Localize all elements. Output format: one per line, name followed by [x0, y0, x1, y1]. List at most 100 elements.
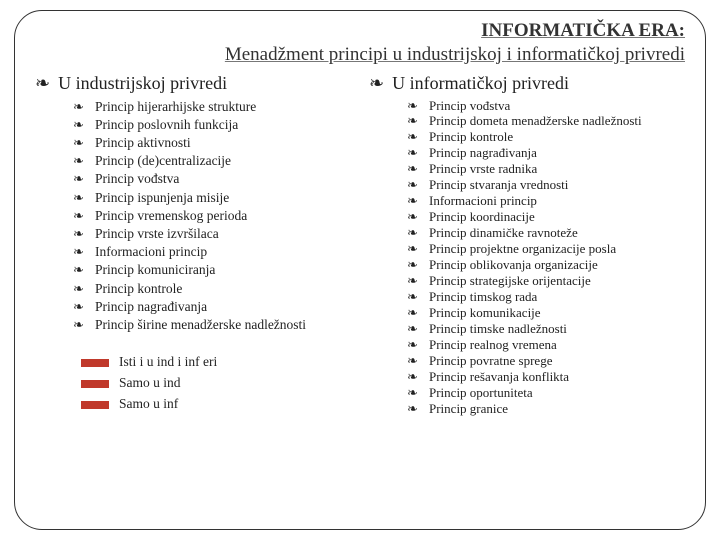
list-item-label: Princip dinamičke ravnoteže: [429, 225, 685, 241]
flourish-icon: ❧: [407, 321, 421, 337]
list-item-label: Informacioni princip: [429, 193, 685, 209]
list-item: ❧ Princip granice: [407, 401, 685, 417]
left-column: ❧ U industrijskoj privredi ❧ Princip hije…: [35, 73, 351, 418]
flourish-icon: ❧: [407, 225, 421, 241]
list-item: ❧ Princip poslovnih funkcija: [73, 116, 351, 134]
list-item-label: Princip oportuniteta: [429, 385, 685, 401]
list-item: ❧Princip rešavanja konflikta: [407, 369, 685, 385]
list-item-label: Princip ispunjenja misije: [95, 189, 351, 207]
list-item-label: Princip timske nadležnosti: [429, 321, 685, 337]
list-item: ❧Princip realnog vremena: [407, 337, 685, 353]
flourish-icon: ❧: [73, 261, 87, 279]
right-list: ❧Princip vođstva❧Princip dometa menadžer…: [407, 98, 685, 418]
flourish-icon: ❧: [407, 353, 421, 369]
flourish-icon: ❧: [35, 73, 50, 94]
flourish-icon: ❧: [407, 161, 421, 177]
list-item-label: Princip granice: [429, 401, 685, 417]
flourish-icon: ❧: [407, 177, 421, 193]
list-item-label: Informacioni princip: [95, 243, 351, 261]
list-item-label: Princip koordinacije: [429, 209, 685, 225]
list-item-label: Princip povratne sprege: [429, 353, 685, 369]
list-item: ❧ Princip oportuniteta: [407, 385, 685, 401]
list-item: ❧Princip stvaranja vrednosti: [407, 177, 685, 193]
list-item-label: Princip projektne organizacije posla: [429, 241, 685, 257]
legend: Isti i u ind i inf eriSamo u indSamo u i…: [81, 352, 351, 415]
list-item: ❧ Princip koordinacije: [407, 209, 685, 225]
flourish-icon: ❧: [407, 273, 421, 289]
list-item-label: Princip nagrađivanja: [95, 298, 351, 316]
flourish-icon: ❧: [369, 73, 384, 94]
columns: ❧ U industrijskoj privredi ❧ Princip hije…: [35, 73, 685, 418]
flourish-icon: ❧: [73, 280, 87, 298]
title-main: INFORMATIČKA ERA:: [35, 19, 685, 43]
list-item-label: Princip širine menadžerske nadležnosti: [95, 316, 351, 334]
list-item-label: Princip (de)centralizacije: [95, 152, 351, 170]
flourish-icon: ❧: [73, 225, 87, 243]
left-list: ❧Princip hijerarhijske strukture❧Princip…: [73, 98, 351, 335]
left-heading-row: ❧ U industrijskoj privredi: [35, 73, 351, 94]
legend-row: Samo u inf: [81, 394, 351, 415]
list-item: ❧ Princip nagrađivanja: [73, 298, 351, 316]
legend-row: Isti i u ind i inf eri: [81, 352, 351, 373]
list-item-label: Princip vrste izvršilaca: [95, 225, 351, 243]
flourish-icon: ❧: [73, 134, 87, 152]
list-item: ❧Princip vođstva: [407, 98, 685, 114]
flourish-icon: ❧: [407, 241, 421, 257]
legend-label: Samo u ind: [119, 373, 181, 394]
list-item: ❧Princip oblikovanja organizacije: [407, 257, 685, 273]
list-item: ❧Princip komunikacije: [407, 305, 685, 321]
flourish-icon: ❧: [73, 298, 87, 316]
list-item-label: Princip nagrađivanja: [429, 145, 685, 161]
flourish-icon: ❧: [407, 385, 421, 401]
list-item: ❧ Informacioni princip: [407, 193, 685, 209]
list-item: ❧ Princip dinamičke ravnoteže: [407, 225, 685, 241]
list-item-label: Princip poslovnih funkcija: [95, 116, 351, 134]
flourish-icon: ❧: [407, 401, 421, 417]
list-item-label: Princip komuniciranja: [95, 261, 351, 279]
flourish-icon: ❧: [407, 129, 421, 145]
list-item-label: Princip aktivnosti: [95, 134, 351, 152]
list-item-label: Princip komunikacije: [429, 305, 685, 321]
list-item-label: Princip vođstva: [429, 98, 685, 114]
list-item: ❧ Princip projektne organizacije posla: [407, 241, 685, 257]
title-block: INFORMATIČKA ERA: Menadžment principi u …: [35, 19, 685, 67]
legend-swatch: [81, 401, 109, 409]
list-item: ❧Princip vođstva: [73, 170, 351, 188]
list-item: ❧ Princip širine menadžerske nadležnosti: [73, 316, 351, 334]
title-sub: Menadžment principi u industrijskoj i in…: [35, 43, 685, 67]
list-item: ❧Princip nagrađivanja: [407, 145, 685, 161]
list-item-label: Princip vrste radnika: [429, 161, 685, 177]
flourish-icon: ❧: [407, 289, 421, 305]
list-item: ❧ Princip vrste izvršilaca: [73, 225, 351, 243]
flourish-icon: ❧: [73, 316, 87, 334]
list-item-label: Princip timskog rada: [429, 289, 685, 305]
list-item-label: Princip vođstva: [95, 170, 351, 188]
list-item: ❧ Princip ispunjenja misije: [73, 189, 351, 207]
list-item-label: Princip rešavanja konflikta: [429, 369, 685, 385]
flourish-icon: ❧: [407, 193, 421, 209]
flourish-icon: ❧: [407, 209, 421, 225]
legend-label: Samo u inf: [119, 394, 178, 415]
right-heading-row: ❧ U informatičkoj privredi: [369, 73, 685, 94]
list-item: ❧Princip dometa menadžerske nadležnosti: [407, 113, 685, 129]
flourish-icon: ❧: [73, 189, 87, 207]
flourish-icon: ❧: [407, 337, 421, 353]
legend-swatch: [81, 380, 109, 388]
list-item: ❧ Princip aktivnosti: [73, 134, 351, 152]
legend-label: Isti i u ind i inf eri: [119, 352, 217, 373]
flourish-icon: ❧: [73, 116, 87, 134]
list-item: ❧ Princip vrste radnika: [407, 161, 685, 177]
list-item: ❧Princip vremenskog perioda: [73, 207, 351, 225]
list-item-label: Princip hijerarhijske strukture: [95, 98, 351, 116]
list-item: ❧ Princip hijerarhijske strukture: [73, 98, 351, 116]
list-item-label: Princip strategijske orijentacije: [429, 273, 685, 289]
flourish-icon: ❧: [407, 113, 421, 129]
list-item: ❧ Princip povratne sprege: [407, 353, 685, 369]
list-item: ❧ Princip strategijske orijentacije: [407, 273, 685, 289]
list-item: ❧ Princip timskog rada: [407, 289, 685, 305]
flourish-icon: ❧: [73, 98, 87, 116]
list-item-label: Princip kontrole: [429, 129, 685, 145]
list-item: ❧ Princip komuniciranja: [73, 261, 351, 279]
list-item: ❧Princip kontrole: [73, 280, 351, 298]
flourish-icon: ❧: [73, 152, 87, 170]
